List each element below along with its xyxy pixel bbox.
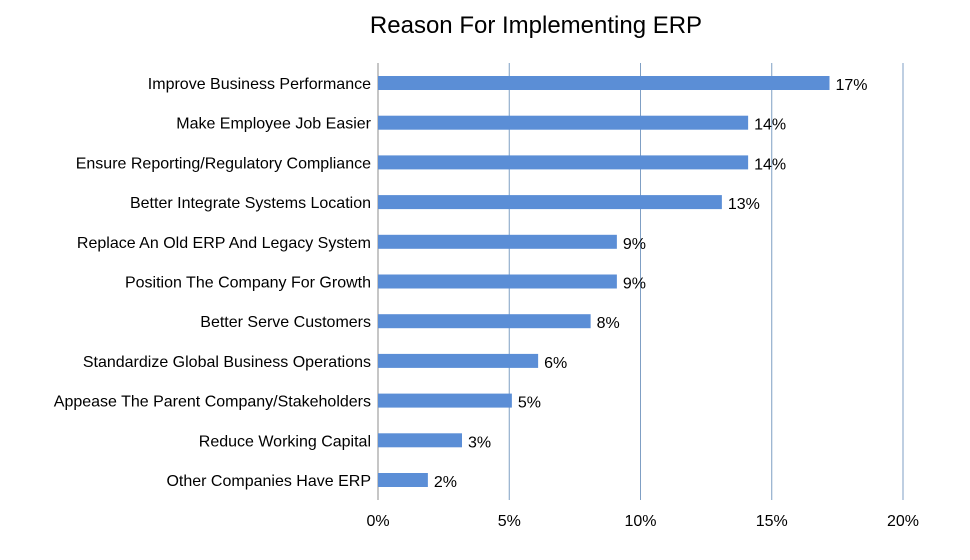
category-label-11: Other Companies Have ERP <box>166 473 371 490</box>
bars <box>378 76 830 487</box>
data-label-5: 9% <box>623 236 646 253</box>
data-label-6: 9% <box>623 276 646 293</box>
data-label-1: 17% <box>836 77 868 94</box>
data-label-8: 6% <box>544 355 567 372</box>
category-label-3: Ensure Reporting/Regulatory Compliance <box>76 155 371 172</box>
data-label-11: 2% <box>434 474 457 491</box>
category-label-8: Standardize Global Business Operations <box>83 354 371 371</box>
category-label-7: Better Serve Customers <box>200 314 371 331</box>
chart-title: Reason For Implementing ERP <box>370 12 702 39</box>
category-label-4: Better Integrate Systems Location <box>130 195 371 212</box>
x-tick-labels: 0% 5% 10% 15% 20% <box>366 513 919 530</box>
bar-10 <box>378 433 462 448</box>
category-label-2: Make Employee Job Easier <box>176 116 371 133</box>
data-label-3: 14% <box>754 156 786 173</box>
data-label-2: 14% <box>754 117 786 134</box>
x-tick-label-3: 15% <box>756 513 788 530</box>
bar-6 <box>378 274 617 289</box>
category-label-1: Improve Business Performance <box>148 76 371 93</box>
bar-7 <box>378 314 591 329</box>
x-tick-label-4: 20% <box>887 513 919 530</box>
x-tick-label-2: 10% <box>624 513 656 530</box>
x-tick-label-0: 0% <box>366 513 389 530</box>
bar-9 <box>378 393 512 408</box>
bar-4 <box>378 195 722 210</box>
data-label-7: 8% <box>597 315 620 332</box>
bar-3 <box>378 155 749 170</box>
category-label-9: Appease The Parent Company/Stakeholders <box>54 394 371 411</box>
bar-11 <box>378 473 428 487</box>
data-label-10: 3% <box>468 434 491 451</box>
x-tick-label-1: 5% <box>498 513 521 530</box>
data-label-9: 5% <box>518 395 541 412</box>
category-label-10: Reduce Working Capital <box>199 433 371 450</box>
category-labels: Improve Business Performance Make Employe… <box>54 76 372 490</box>
bar-2 <box>378 115 749 130</box>
bar-1 <box>378 76 830 90</box>
bar-8 <box>378 353 539 368</box>
category-label-6: Position The Company For Growth <box>125 275 371 292</box>
bar-5 <box>378 234 617 249</box>
category-label-5: Replace An Old ERP And Legacy System <box>77 235 371 252</box>
data-labels: 17% 14% 14% 13% 9% 9% 8% 6% 5% 3% 2% <box>434 77 868 491</box>
data-label-4: 13% <box>728 196 760 213</box>
